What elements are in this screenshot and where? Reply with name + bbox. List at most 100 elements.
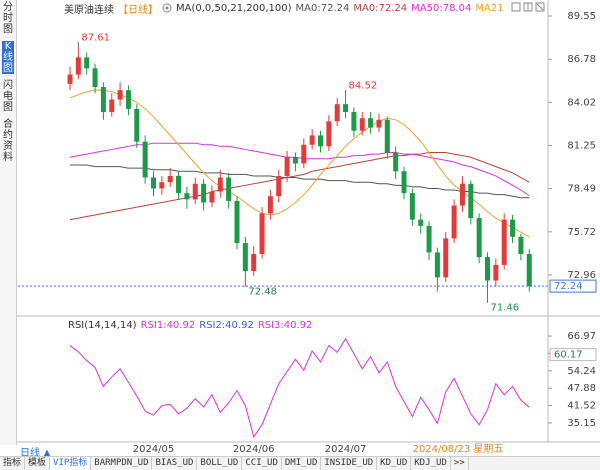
legend-entry: MA21 [475, 2, 504, 14]
candle-body [201, 183, 207, 203]
toolbar-tab[interactable]: BIAS_UD [152, 457, 198, 470]
candle-body [368, 118, 374, 128]
candle-body [84, 57, 90, 69]
candle-body [443, 238, 449, 278]
sidebar-tab[interactable]: 分时图 [3, 2, 13, 35]
candle-body [351, 111, 357, 131]
candle-body [259, 213, 265, 254]
current-price-label: 72.24 [554, 281, 583, 292]
toolbar-tab[interactable]: VIP指标 [50, 457, 92, 470]
rsi-label: RSI(14,14,14) [68, 320, 137, 331]
candle-body [242, 243, 248, 272]
legend-entry: MA0:72.24 [353, 2, 408, 14]
candle-body [359, 118, 365, 131]
toolbar-tab[interactable]: INSIDE_UD [321, 457, 378, 470]
candle-body [343, 104, 349, 112]
y-tick-label: 81.25 [567, 141, 596, 152]
candle-body [401, 171, 407, 194]
toolbar-tab[interactable]: KD_UD [377, 457, 412, 470]
extreme-label: 87.61 [81, 32, 110, 43]
x-tick-label: 2024/05 [133, 444, 175, 455]
legend-entry: RSI2:40.92 [199, 320, 254, 331]
period-text: 日线 [20, 448, 40, 459]
extreme-label: 72.48 [248, 286, 277, 297]
period-selector[interactable]: 日线 ▲ [20, 448, 51, 459]
current-price-box [549, 279, 597, 293]
candle-body [167, 175, 173, 183]
candle-body [67, 74, 73, 84]
candle-body [92, 68, 98, 88]
candle-body [301, 144, 307, 164]
y-tick-label: 54.24 [567, 366, 596, 377]
candle-body [284, 157, 290, 176]
candle-body [376, 119, 382, 128]
candle-body [75, 57, 81, 75]
candle-body [125, 90, 131, 109]
y-tick-label: 72.96 [567, 270, 596, 281]
candle-body [485, 257, 490, 281]
candle-body [518, 236, 524, 254]
candle-body [251, 253, 257, 272]
y-tick-label: 89.55 [567, 11, 596, 22]
extreme-label: 84.52 [349, 81, 378, 92]
candle-body [234, 200, 240, 244]
line-series [69, 337, 530, 439]
toolbar-tab[interactable]: >> [451, 457, 469, 470]
period-label[interactable]: 【日线】 [118, 4, 158, 16]
toolbar-tab[interactable]: KDJ_UD [411, 457, 451, 470]
legend-entry: RSI3:40.92 [257, 320, 313, 331]
toolbar-tab[interactable]: DMI_UD [282, 457, 322, 470]
candle-body [309, 135, 315, 145]
icon-close[interactable] [535, 2, 545, 12]
candle-body [318, 135, 323, 147]
window-icons [511, 2, 545, 12]
sidebar-tab[interactable]: 闪电图 [3, 80, 13, 113]
candle-body [434, 252, 440, 278]
candle-body [117, 90, 123, 100]
candle-body [451, 205, 457, 239]
candle-body [176, 175, 182, 194]
candle-body [159, 182, 165, 189]
candle-body [184, 193, 190, 200]
legend: 美原油连续 【日线】 MA(0,0,50,21,200,100) MA0:72.… [64, 1, 504, 16]
legend-entry: MA50:78.04 [411, 2, 472, 14]
y-tick-label: 66.97 [567, 331, 596, 342]
x-tick-label: 2024/07 [325, 444, 367, 455]
candle-body [217, 177, 223, 192]
candle-body [493, 264, 499, 281]
settings-icon[interactable] [162, 3, 172, 13]
candle-body [501, 219, 507, 265]
candle-body [267, 196, 273, 214]
extreme-label: 71.46 [491, 302, 520, 313]
rsi-marker-box [549, 348, 597, 362]
icon-square[interactable] [511, 2, 521, 12]
candle-body [468, 183, 474, 219]
candle-body [326, 121, 332, 147]
candle-body [109, 99, 115, 112]
sidebar-tab[interactable]: K线图 [2, 41, 14, 74]
y-tick-label: 84.02 [567, 97, 596, 108]
line-series [69, 152, 530, 221]
y-tick-label: 75.72 [567, 227, 596, 238]
toolbar-tab[interactable]: 模板 [25, 457, 51, 470]
candle-body [292, 157, 298, 164]
y-tick-label: 78.49 [567, 184, 596, 195]
candle-body [334, 104, 340, 122]
candle-body [476, 218, 482, 258]
candle-body [134, 108, 140, 142]
y-tick-label: 47.88 [567, 383, 596, 394]
candle-body [526, 253, 532, 287]
legend-entry: RSI1:40.92 [140, 320, 196, 331]
candle-body [384, 119, 390, 153]
candle-body [226, 177, 232, 201]
candle-body [418, 219, 424, 226]
candle-body [409, 193, 415, 220]
toolbar-tab[interactable]: BOLL_UD [197, 457, 243, 470]
toolbar-tab[interactable]: 指标 [0, 457, 26, 470]
toolbar-tab[interactable]: CCI_UD [242, 457, 282, 470]
y-tick-label: 35.15 [567, 418, 596, 429]
sidebar-tab[interactable]: 合约资料 [3, 119, 13, 163]
toolbar-tab[interactable]: BARMPDN_UD [91, 457, 153, 470]
rsi-marker-label: 60.17 [554, 350, 583, 361]
